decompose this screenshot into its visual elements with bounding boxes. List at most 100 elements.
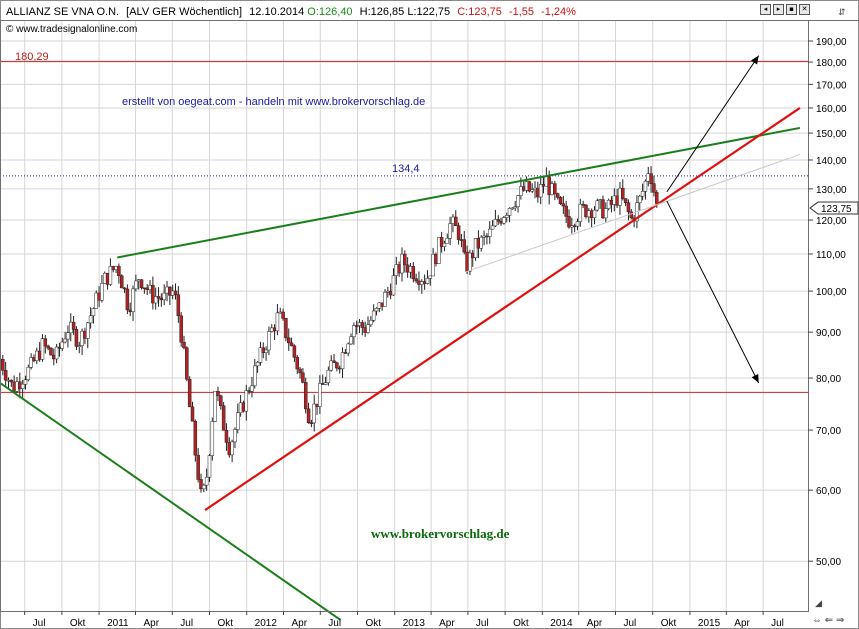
- candle-body: [29, 357, 33, 368]
- candle-body: [233, 429, 237, 443]
- candle-body: [360, 322, 365, 328]
- candle-body: [578, 203, 583, 222]
- candle-body: [278, 311, 283, 314]
- candle-body: [270, 327, 274, 332]
- candle-body: [37, 350, 42, 360]
- candle-body: [128, 309, 132, 312]
- candle-body: [54, 346, 59, 360]
- candle-body: [165, 286, 169, 294]
- y-tick-label: 120,00: [816, 216, 847, 227]
- candle-body: [420, 281, 424, 285]
- candle-body: [536, 187, 540, 198]
- candle-body: [301, 372, 305, 383]
- x-tick-label: Okt: [365, 618, 381, 629]
- candle-body: [530, 189, 534, 192]
- candle-body: [340, 352, 345, 369]
- candle-body: [221, 405, 226, 431]
- candle-body: [117, 266, 121, 277]
- candle-body: [46, 345, 50, 349]
- candle-body: [601, 199, 605, 219]
- candle-body: [417, 280, 421, 285]
- candle-body: [303, 382, 308, 410]
- chart-header: ALLIANZ SE VNA O.N. [ALV GER Wöchentlich…: [6, 6, 576, 18]
- level-label-180: 180,29: [15, 51, 49, 63]
- scroll-arrows-icon[interactable]: ⇔ ⇐ ⇒: [812, 615, 844, 626]
- close-button[interactable]: ✕: [799, 4, 810, 15]
- candle-body: [32, 357, 36, 361]
- watermark-text: www.brokervorschlag.de: [371, 526, 510, 541]
- arrow-shaft: [666, 200, 760, 384]
- candle-body: [595, 200, 600, 211]
- candle-body: [558, 197, 563, 204]
- candle-body: [513, 206, 517, 209]
- candle-body: [102, 272, 107, 284]
- candle-body: [97, 292, 101, 301]
- candle-body: [473, 238, 478, 258]
- candle-body: [383, 291, 387, 307]
- arrow-shaft: [666, 55, 760, 193]
- candle-body: [77, 345, 82, 347]
- header-date: 12.10.2014: [249, 6, 304, 18]
- x-tick-label: 2012: [255, 618, 278, 629]
- last-price-box: [809, 201, 859, 215]
- candle-body: [479, 236, 483, 249]
- candle-body: [638, 195, 642, 204]
- candle-body: [230, 441, 234, 456]
- y-tick-label: 110,00: [816, 250, 846, 261]
- candle-body: [250, 385, 254, 392]
- candle-body: [88, 315, 93, 324]
- x-tick-label: Jul: [771, 618, 784, 629]
- candle-body: [190, 406, 195, 422]
- candle-body: [6, 379, 11, 382]
- x-tick-label: Jul: [33, 618, 46, 629]
- candle-body: [286, 337, 291, 344]
- candle-body: [207, 455, 212, 478]
- candle-body: [52, 354, 56, 360]
- y-scale-toggle-icon[interactable]: ⇵: [838, 7, 846, 17]
- x-tick-label: Jul: [624, 618, 637, 629]
- candle-body: [253, 365, 257, 387]
- trendline-lower: [204, 107, 801, 512]
- candle-body: [122, 287, 127, 290]
- candle-body: [533, 187, 537, 190]
- scroll-left-button[interactable]: ◂: [760, 4, 771, 15]
- candle-body: [40, 338, 45, 360]
- candle-body: [119, 275, 124, 289]
- header-change: -1,55: [509, 6, 534, 18]
- candle-body: [587, 210, 591, 218]
- candle-body: [618, 187, 622, 206]
- candle-body: [598, 199, 602, 202]
- candle-body: [629, 211, 634, 219]
- candle-body: [363, 327, 367, 333]
- candle-body: [400, 253, 404, 274]
- resize-grip-icon[interactable]: ◢: [815, 598, 822, 608]
- candle-body: [485, 235, 489, 238]
- scroll-right-button[interactable]: ▸: [773, 4, 784, 15]
- candle-body: [527, 181, 532, 192]
- promo-text: erstellt von oegeat.com - handeln mit ww…: [122, 96, 425, 108]
- x-tick-label: Jul: [180, 618, 193, 629]
- x-tick-label: 2013: [403, 618, 426, 629]
- arrow-head: [751, 55, 759, 65]
- candle-body: [538, 184, 543, 198]
- candle-body: [411, 266, 416, 279]
- candle-body: [179, 315, 183, 343]
- candle-body: [476, 238, 481, 249]
- candle-body: [275, 312, 280, 332]
- candle-body: [187, 379, 192, 408]
- candle-body: [521, 186, 526, 191]
- candle-body: [550, 183, 554, 196]
- candle-body: [306, 408, 311, 424]
- candle-body: [643, 180, 648, 192]
- maximize-button[interactable]: ▪: [786, 4, 797, 15]
- candle-body: [609, 199, 614, 205]
- candle-body: [425, 278, 430, 284]
- candle-body: [442, 242, 447, 247]
- candle-body: [295, 357, 299, 370]
- candle-body: [258, 347, 263, 363]
- x-tick-label: Okt: [217, 618, 233, 629]
- candle-body: [281, 311, 285, 319]
- candle-body: [592, 209, 597, 219]
- candle-body: [646, 173, 651, 182]
- candle-body: [343, 352, 348, 354]
